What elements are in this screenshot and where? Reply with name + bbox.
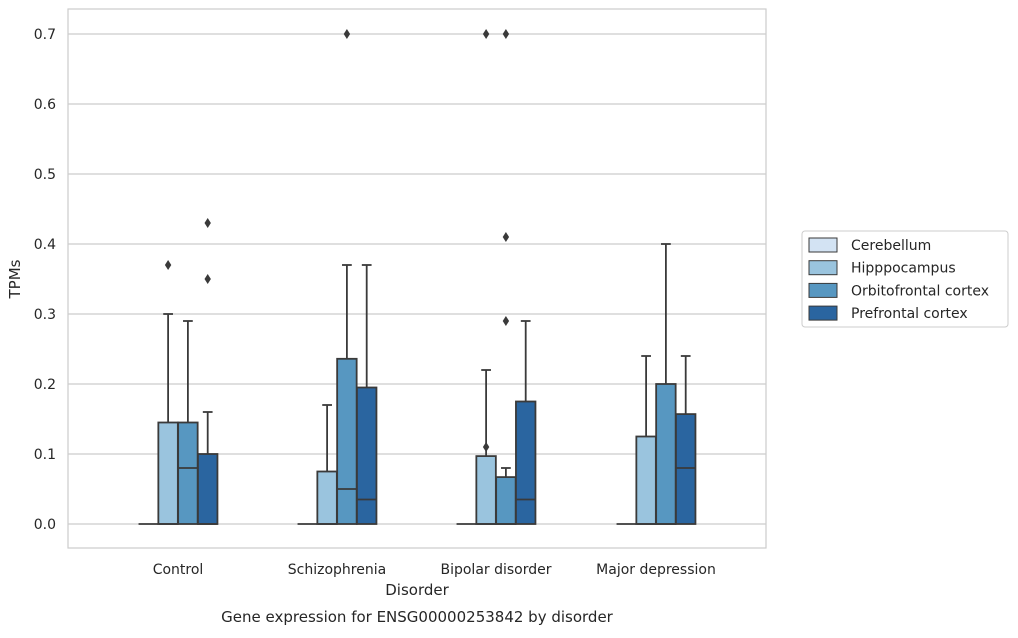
box-hipppocampus bbox=[157, 260, 179, 525]
box-iqr bbox=[475, 455, 497, 525]
x-tick-label: Bipolar disorder bbox=[440, 562, 551, 578]
y-tick-label: 0.0 bbox=[34, 517, 56, 533]
legend-swatch bbox=[808, 237, 838, 253]
box-iqr bbox=[177, 421, 199, 525]
box-iqr bbox=[515, 400, 537, 525]
y-tick-label: 0.3 bbox=[34, 307, 56, 323]
figure-caption: Gene expression for ENSG00000253842 by d… bbox=[221, 608, 614, 626]
x-tick-label: Major depression bbox=[596, 562, 716, 578]
box-orbitofrontal-cortex bbox=[336, 29, 358, 525]
box-iqr bbox=[316, 470, 338, 525]
box-orbitofrontal-cortex bbox=[655, 243, 677, 525]
box-hipppocampus bbox=[475, 29, 497, 525]
legend-label: Prefrontal cortex bbox=[851, 306, 968, 322]
box-prefrontal-cortex bbox=[515, 320, 537, 525]
box-orbitofrontal-cortex bbox=[495, 29, 517, 525]
legend-label: Cerebellum bbox=[851, 238, 931, 254]
legend-swatch bbox=[808, 282, 838, 298]
box-prefrontal-cortex bbox=[197, 218, 219, 525]
y-axis-label: TPMs bbox=[6, 259, 24, 299]
legend-swatch bbox=[808, 305, 838, 321]
outlier-point bbox=[482, 442, 490, 452]
box-iqr bbox=[635, 435, 657, 525]
outlier-point bbox=[482, 29, 490, 39]
y-axis-ticks: 0.0 0.1 0.2 0.3 0.4 0.5 0.6 0.7 bbox=[34, 27, 56, 533]
legend-swatch bbox=[808, 260, 838, 276]
legend-label: Hipppocampus bbox=[851, 261, 956, 277]
legend: Cerebellum Hipppocampus Orbitofrontal cort… bbox=[801, 230, 1009, 328]
outlier-point bbox=[204, 274, 211, 284]
x-tick-label: Schizophrenia bbox=[288, 562, 386, 578]
box-iqr bbox=[336, 357, 358, 525]
legend-items: Cerebellum Hipppocampus Orbitofrontal cort… bbox=[808, 237, 989, 322]
outlier-point bbox=[164, 260, 172, 270]
box-hipppocampus bbox=[635, 355, 657, 525]
x-axis-ticks: Control Schizophrenia Bipolar disorder Majo… bbox=[153, 562, 716, 578]
legend-frame bbox=[801, 230, 1009, 328]
box-prefrontal-cortex bbox=[675, 355, 697, 525]
y-tick-label: 0.7 bbox=[34, 27, 56, 43]
outlier-point bbox=[204, 218, 211, 228]
y-tick-label: 0.1 bbox=[34, 447, 56, 463]
box-iqr bbox=[675, 413, 697, 525]
outlier-point bbox=[502, 232, 510, 242]
y-tick-label: 0.6 bbox=[34, 97, 56, 113]
outlier-point bbox=[502, 316, 510, 326]
outlier-point bbox=[502, 29, 510, 39]
legend-label: Orbitofrontal cortex bbox=[851, 283, 989, 299]
plot-area-frame bbox=[67, 8, 767, 549]
box-iqr bbox=[495, 476, 517, 525]
box-iqr bbox=[655, 383, 677, 525]
box-iqr bbox=[197, 453, 219, 525]
box-orbitofrontal-cortex bbox=[177, 320, 199, 525]
y-tick-label: 0.5 bbox=[34, 167, 56, 183]
box-iqr bbox=[157, 421, 179, 525]
box-prefrontal-cortex bbox=[356, 264, 378, 525]
box-iqr bbox=[356, 386, 378, 525]
y-tick-label: 0.4 bbox=[34, 237, 56, 253]
x-axis-label: Disorder bbox=[385, 581, 449, 599]
outlier-point bbox=[343, 29, 351, 39]
x-tick-label: Control bbox=[153, 562, 204, 578]
y-tick-label: 0.2 bbox=[34, 377, 56, 393]
box-hipppocampus bbox=[316, 404, 338, 525]
boxes-layer bbox=[138, 29, 697, 525]
